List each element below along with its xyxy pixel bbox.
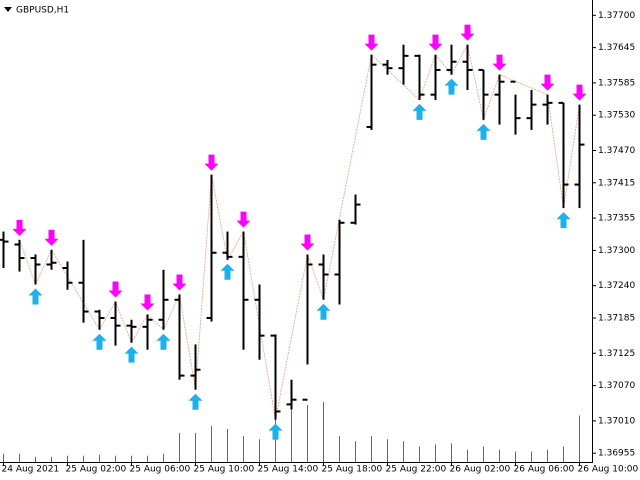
x-tick-label: 25 Aug 02:00 — [66, 465, 127, 475]
y-tick-label: 1.37185 — [598, 313, 635, 323]
sell-arrow — [492, 54, 507, 71]
y-tick-label: 1.37530 — [598, 111, 635, 121]
y-tick-label: 1.37700 — [598, 11, 635, 21]
sell-arrow — [172, 274, 187, 291]
x-tick-label: 25 Aug 14:00 — [258, 465, 319, 475]
y-tick-label: 1.37240 — [598, 281, 635, 291]
buy-arrow — [28, 288, 43, 305]
x-tick-label: 26 Aug 06:00 — [514, 465, 575, 475]
sell-arrow — [44, 229, 59, 246]
symbol-menu-icon[interactable] — [4, 7, 12, 12]
y-tick-label: 1.37645 — [598, 43, 635, 53]
y-tick-label: 1.36955 — [598, 449, 635, 459]
zigzag-line — [19, 43, 580, 420]
x-tick-label: 25 Aug 22:00 — [386, 465, 447, 475]
x-tick-label: 25 Aug 06:00 — [130, 465, 191, 475]
buy-arrow — [268, 423, 283, 440]
x-tick-label: 26 Aug 10:00 — [578, 465, 639, 475]
sell-arrow — [428, 34, 443, 51]
x-tick-label: 26 Aug 02:00 — [450, 465, 511, 475]
sell-arrow — [204, 154, 219, 171]
buy-arrow — [316, 303, 331, 320]
buy-arrow — [92, 333, 107, 350]
buy-arrow — [412, 103, 427, 120]
sell-arrow — [572, 84, 587, 101]
x-tick-label: 25 Aug 10:00 — [194, 465, 255, 475]
y-tick-label: 1.37070 — [598, 381, 635, 391]
y-tick-label: 1.37300 — [598, 246, 635, 256]
sell-arrow — [460, 24, 475, 41]
x-tick-label: 25 Aug 18:00 — [322, 465, 383, 475]
y-tick-label: 1.37010 — [598, 416, 635, 426]
buy-arrow — [188, 393, 203, 410]
sell-arrow — [236, 211, 251, 228]
symbol-label: GBPUSD,H1 — [16, 6, 69, 16]
sell-arrow — [540, 74, 555, 91]
buy-arrow — [156, 333, 171, 350]
buy-arrow — [556, 212, 571, 229]
y-tick-label: 1.37585 — [598, 78, 635, 88]
sell-arrow — [140, 294, 155, 311]
buy-arrow — [220, 263, 235, 280]
y-tick-label: 1.37125 — [598, 349, 635, 359]
buy-arrow — [444, 78, 459, 95]
sell-arrow — [12, 219, 27, 236]
y-tick-label: 1.37470 — [598, 146, 635, 156]
y-tick-label: 1.37415 — [598, 178, 635, 188]
sell-arrow — [364, 34, 379, 51]
buy-arrow — [124, 346, 139, 363]
sell-arrow — [108, 281, 123, 298]
x-tick-label: 24 Aug 2021 — [2, 465, 60, 475]
y-tick-label: 1.37355 — [598, 214, 635, 224]
buy-arrow — [476, 123, 491, 140]
sell-arrow — [300, 234, 315, 251]
